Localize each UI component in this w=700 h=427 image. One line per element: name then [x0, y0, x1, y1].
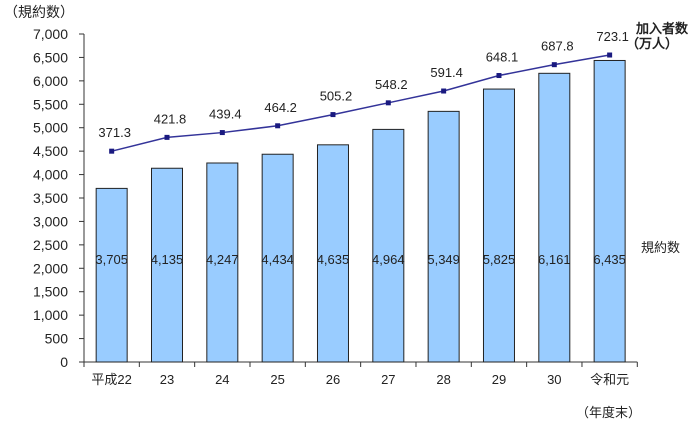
- line-point: [385, 100, 391, 106]
- x-tick-label: 24: [215, 372, 229, 387]
- line-value-label: 591.4: [430, 65, 463, 80]
- x-tick-label: 27: [381, 372, 395, 387]
- bar-value-label: 5,349: [427, 252, 460, 267]
- y-tick-label: 6,000: [33, 73, 68, 89]
- x-tick-label: 28: [436, 372, 450, 387]
- bar: [372, 128, 405, 363]
- line-point: [607, 52, 613, 58]
- x-tick-label: 23: [160, 372, 174, 387]
- y-tick-label: 6,500: [33, 49, 68, 65]
- line-value-label: 439.4: [209, 107, 242, 122]
- bar: [150, 167, 183, 363]
- x-tick-label: 25: [270, 372, 284, 387]
- x-tick-label: 30: [547, 372, 561, 387]
- bar: [593, 59, 626, 363]
- y-tick-label: 2,000: [33, 260, 68, 276]
- bar: [261, 153, 294, 363]
- line-point: [219, 130, 225, 136]
- bar: [316, 144, 349, 363]
- line-point: [275, 123, 281, 129]
- bar: [427, 110, 460, 363]
- bar-legend-label: 規約数: [641, 240, 681, 255]
- y-tick-label: 3,000: [33, 213, 68, 229]
- bar: [482, 88, 515, 363]
- line-point: [551, 62, 557, 68]
- line-legend-label-1: 加入者数: [636, 21, 689, 36]
- line-value-label: 648.1: [486, 50, 519, 65]
- x-tick-label: 令和元: [590, 372, 629, 387]
- line-point: [441, 88, 447, 94]
- x-axis-note: （年度末）: [576, 405, 642, 420]
- line-value-label: 687.8: [541, 39, 574, 54]
- line-legend-label-2: （万人）: [626, 36, 679, 51]
- bar: [95, 187, 128, 363]
- bar-value-label: 4,635: [317, 252, 350, 267]
- bar-value-label: 3,705: [95, 252, 128, 267]
- y-tick-label: 5,500: [33, 96, 68, 112]
- y-axis-label: （規約数）: [4, 4, 74, 20]
- line-point: [109, 148, 115, 154]
- y-tick-label: 7,000: [33, 26, 68, 42]
- y-tick-label: 4,500: [33, 143, 68, 159]
- bar-value-label: 4,434: [261, 252, 294, 267]
- x-tick-label: 29: [492, 372, 506, 387]
- line-series: [111, 54, 610, 152]
- x-tick-label: 平成22: [91, 372, 131, 387]
- y-tick-label: 3,500: [33, 190, 68, 206]
- y-tick-label: 1,000: [33, 307, 68, 323]
- line-value-label: 421.8: [154, 111, 187, 126]
- y-tick-label: 1,500: [33, 284, 68, 300]
- y-tick-label: 0: [60, 354, 68, 370]
- bar-value-label: 6,435: [593, 252, 626, 267]
- bar: [206, 162, 239, 363]
- y-tick-label: 500: [45, 331, 69, 347]
- y-tick-label: 2,500: [33, 237, 68, 253]
- bar-value-label: 4,247: [206, 252, 239, 267]
- bar: [538, 72, 571, 363]
- line-value-label: 464.2: [264, 100, 297, 115]
- bar-value-label: 4,964: [372, 252, 405, 267]
- line-value-label: 371.3: [98, 125, 131, 140]
- bar-value-label: 6,161: [538, 252, 571, 267]
- bar-value-label: 5,825: [483, 252, 516, 267]
- line-point: [330, 112, 336, 118]
- y-tick-label: 5,000: [33, 120, 68, 136]
- line-value-label: 723.1: [596, 29, 629, 44]
- line-value-label: 505.2: [320, 89, 353, 104]
- y-tick-label: 4,000: [33, 167, 68, 183]
- line-point: [164, 134, 170, 140]
- bar-value-label: 4,135: [151, 252, 184, 267]
- line-value-label: 548.2: [375, 77, 408, 92]
- line-point: [496, 73, 502, 79]
- x-tick-label: 26: [326, 372, 340, 387]
